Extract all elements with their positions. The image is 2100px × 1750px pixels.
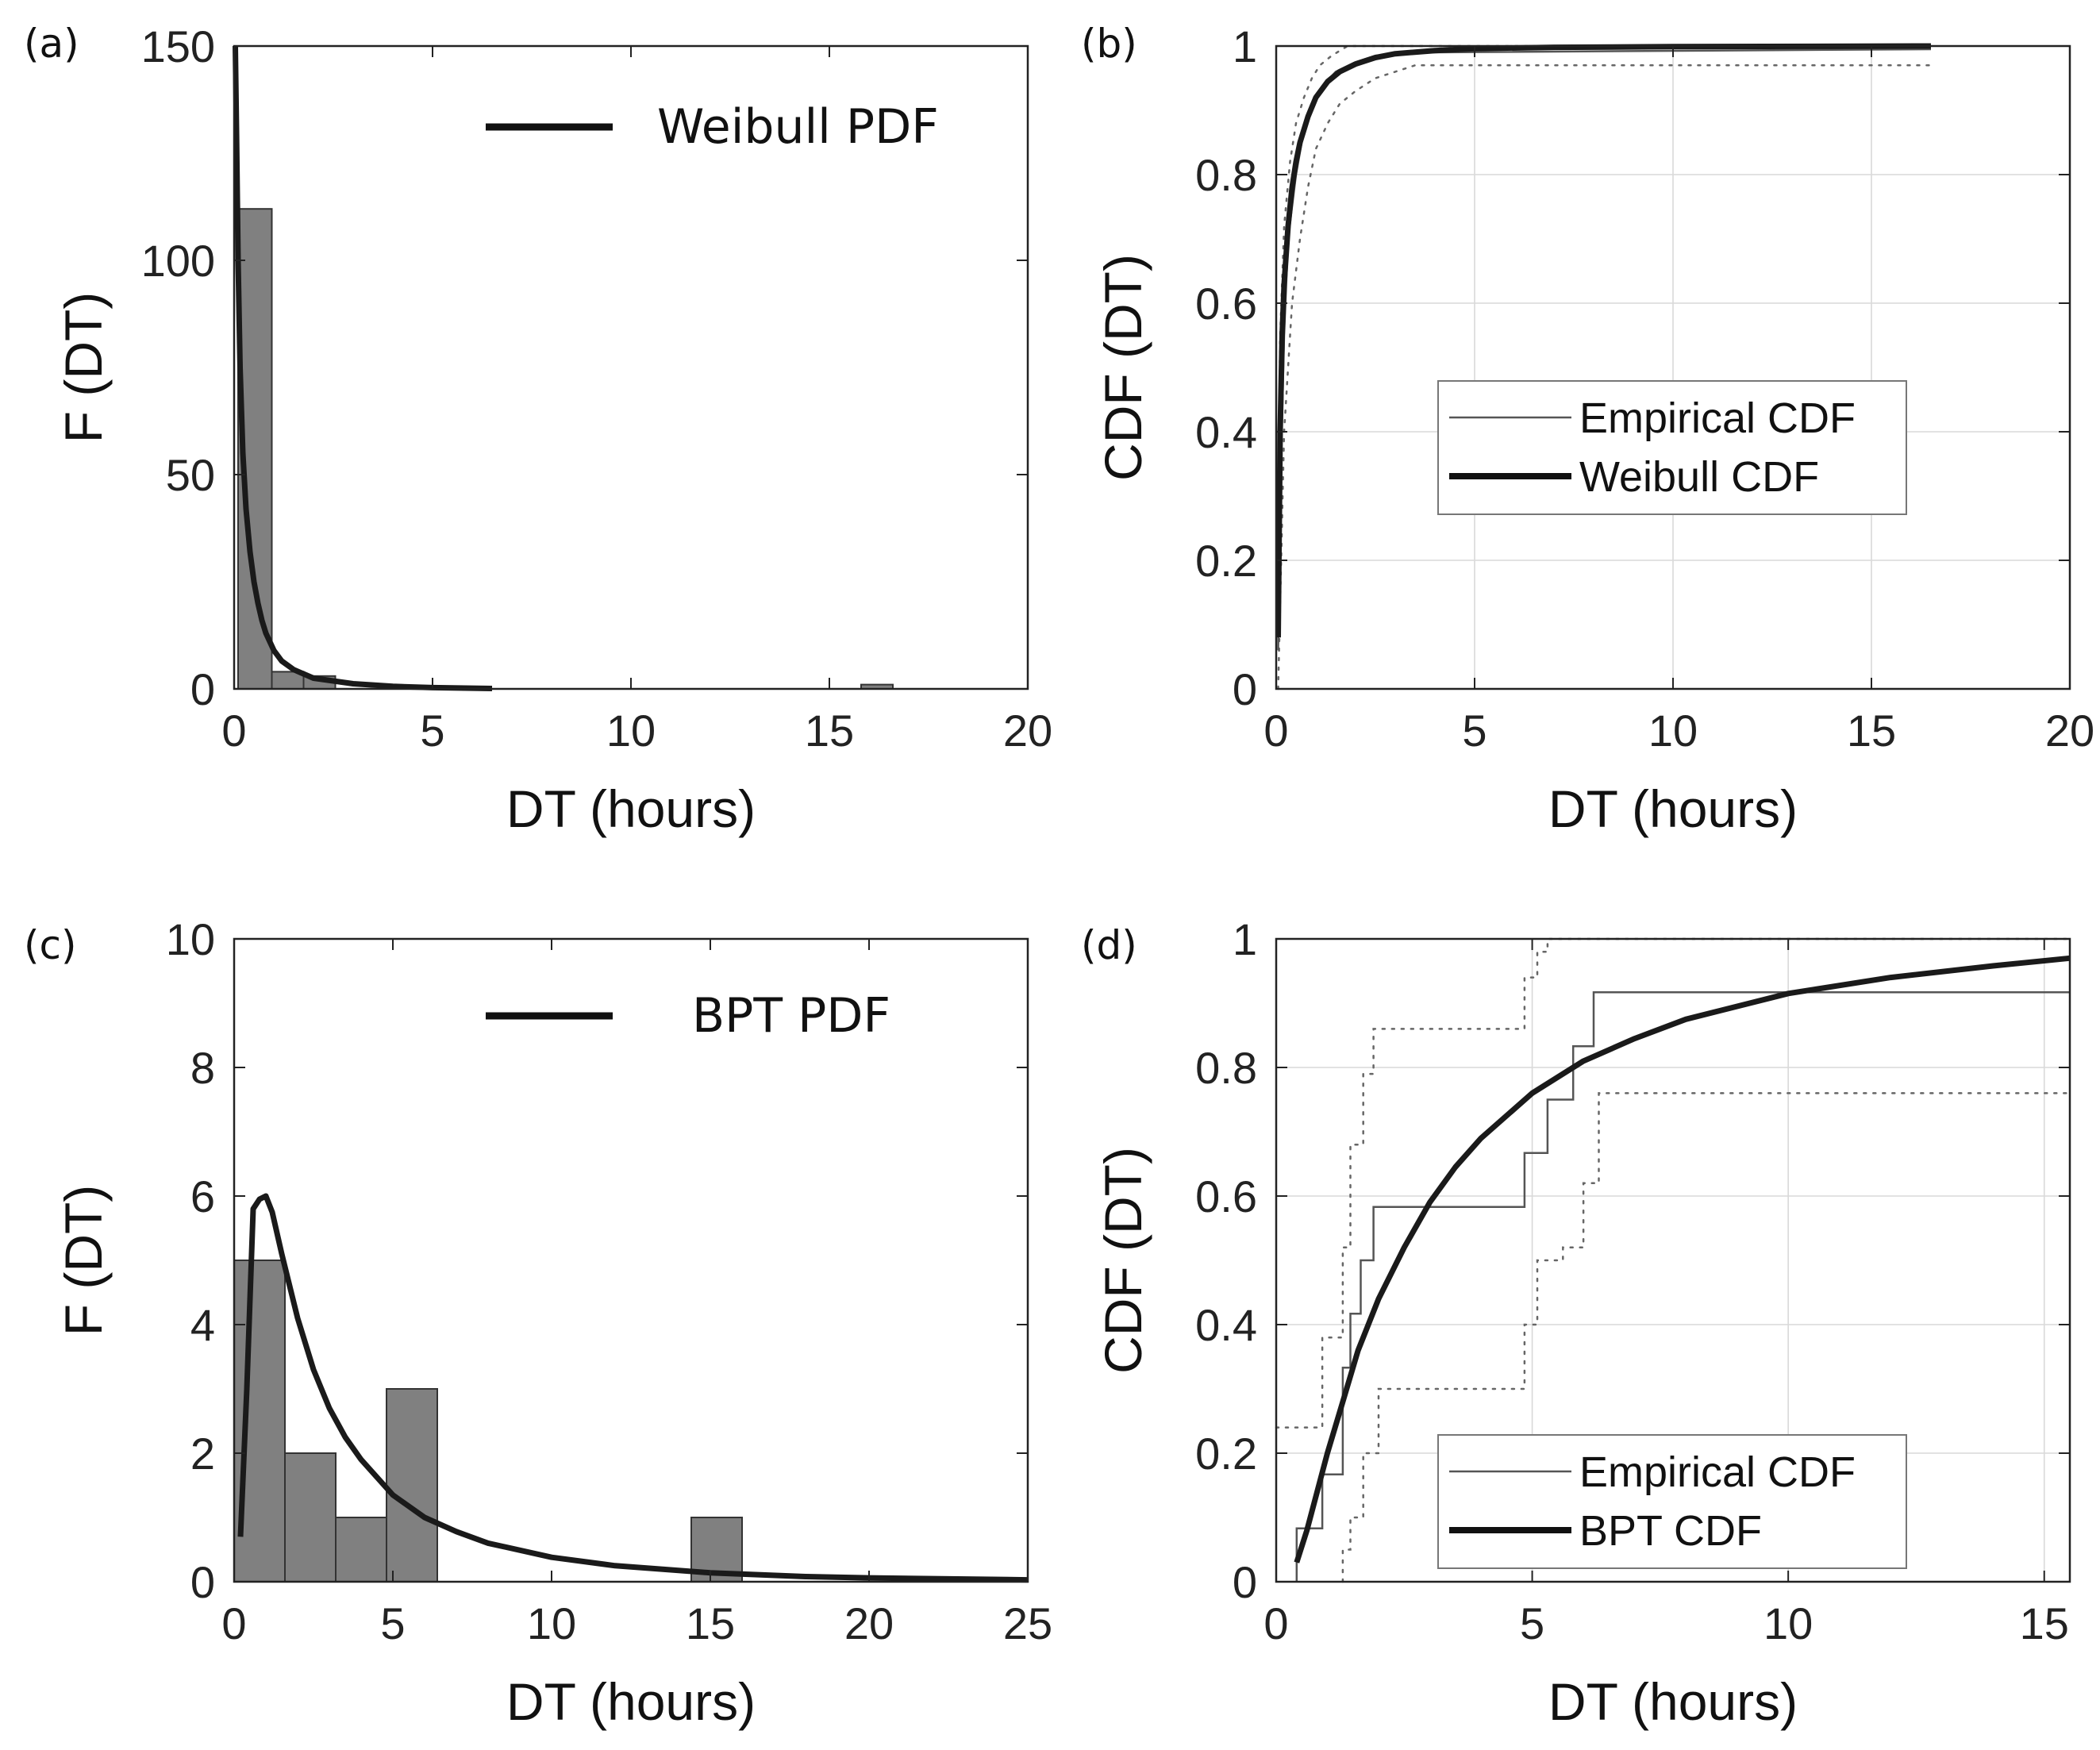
x-tick-label: 5 xyxy=(1462,706,1487,756)
x-tick-label: 5 xyxy=(380,1598,405,1648)
panel-d-x-axis-title: DT (hours) xyxy=(1548,1672,1798,1731)
panel-b-legend: Empirical CDF Weibull CDF xyxy=(1437,380,1907,515)
x-tick-label: 15 xyxy=(686,1598,735,1648)
x-tick-label: 10 xyxy=(1763,1598,1813,1648)
panel-c-plot xyxy=(233,1193,1029,1583)
x-tick-label: 15 xyxy=(805,706,854,756)
y-tick-label: 10 xyxy=(166,914,215,964)
x-tick-label: 20 xyxy=(1003,706,1052,756)
panel-d-legend: Empirical CDF BPT CDF xyxy=(1437,1434,1907,1569)
panel-a-y-ticks: 0 50 100 150 xyxy=(141,21,1028,714)
x-tick-label: 10 xyxy=(606,706,656,756)
legend-bpt-cdf-label: BPT CDF xyxy=(1579,1507,1762,1555)
panel-label-a: (a) xyxy=(24,21,79,67)
histogram-bar xyxy=(386,1388,438,1583)
y-tick-label: 0.2 xyxy=(1195,1429,1257,1479)
panel-a: (a) 0 5 10 15 20 0 50 100 150 DT (hours) F (DT)… xyxy=(24,21,1052,838)
y-tick-label: 0 xyxy=(1233,664,1257,714)
fit-curve xyxy=(237,1193,1029,1583)
y-tick-label: 6 xyxy=(190,1171,215,1221)
x-tick-label: 0 xyxy=(1263,1598,1288,1648)
y-tick-label: 0 xyxy=(190,1557,215,1607)
panel-b-x-ticks: 0 5 10 15 20 xyxy=(1263,46,2094,756)
panel-c-frame xyxy=(233,937,1029,1583)
y-tick-label: 0.2 xyxy=(1195,536,1257,586)
y-tick-label: 0 xyxy=(1233,1557,1257,1607)
panel-d-y-axis-title: CDF (DT) xyxy=(1094,1147,1152,1374)
panel-b-y-axis-title: CDF (DT) xyxy=(1094,254,1152,481)
histogram-bar xyxy=(284,1452,337,1583)
panel-c-x-axis-title: DT (hours) xyxy=(506,1672,756,1731)
panel-label-b: (b) xyxy=(1081,21,1137,67)
panel-c-y-ticks: 0 2 4 6 8 10 xyxy=(166,914,1028,1607)
y-tick-label: 150 xyxy=(141,21,215,71)
y-tick-label: 100 xyxy=(141,236,215,286)
x-tick-label: 20 xyxy=(844,1598,894,1648)
x-tick-label: 25 xyxy=(1003,1598,1052,1648)
panel-d-legend-box xyxy=(1437,1434,1907,1569)
empirical-cdf-line xyxy=(1295,990,2070,1582)
legend-empirical-cdf-label: Empirical CDF xyxy=(1579,1448,1856,1496)
y-tick-label: 0.6 xyxy=(1195,279,1257,329)
panel-b-x-axis-title: DT (hours) xyxy=(1548,779,1798,838)
legend-weibull-cdf-label: Weibull CDF xyxy=(1579,453,1819,501)
panel-c-legend: BPT PDF xyxy=(486,988,890,1044)
panel-label-c: (c) xyxy=(24,922,77,968)
panel-a-legend: Weibull PDF xyxy=(486,99,939,155)
y-tick-label: 4 xyxy=(190,1300,215,1350)
panel-c: (c) 0 5 10 15 20 25 0 2 4 6 8 10 DT (hours) F (DT)… xyxy=(24,914,1052,1731)
panel-b-grid xyxy=(1275,45,2071,690)
panel-b: (b) 0 5 10 15 20 0 0.2 0.4 0.6 0.8 1 DT (hours) C… xyxy=(1081,21,2094,838)
y-tick-label: 1 xyxy=(1233,914,1257,964)
x-tick-label: 15 xyxy=(1847,706,1896,756)
y-tick-label: 0.4 xyxy=(1195,1300,1257,1350)
panel-a-plot xyxy=(233,45,894,691)
y-tick-label: 8 xyxy=(190,1043,215,1093)
panel-a-y-axis-title: F (DT) xyxy=(54,292,113,444)
fit-cdf-line xyxy=(1294,955,2071,1563)
confidence-bound-line xyxy=(1277,44,1933,498)
panel-c-y-axis-title: F (DT) xyxy=(54,1185,113,1337)
x-tick-label: 0 xyxy=(1263,706,1288,756)
panel-d-y-ticks: 0 0.2 0.4 0.6 0.8 1 xyxy=(1195,914,2070,1607)
y-tick-label: 1 xyxy=(1233,21,1257,71)
y-tick-label: 0.8 xyxy=(1195,150,1257,200)
x-tick-label: 0 xyxy=(221,1598,246,1648)
panel-d-frame xyxy=(1275,937,2071,1583)
y-tick-label: 0.6 xyxy=(1195,1171,1257,1221)
x-tick-label: 5 xyxy=(420,706,444,756)
confidence-bound-line xyxy=(1277,64,1933,690)
panel-c-x-ticks: 0 5 10 15 20 25 xyxy=(221,939,1052,1648)
legend-weibull-pdf-label: Weibull PDF xyxy=(657,99,939,155)
fit-curve xyxy=(233,45,493,691)
y-tick-label: 0 xyxy=(190,664,215,714)
panel-a-x-ticks: 0 5 10 15 20 xyxy=(221,46,1052,756)
confidence-bound-line xyxy=(1341,1092,2071,1583)
panel-b-plot xyxy=(1275,43,1933,690)
panel-d-x-ticks: 0 5 10 15 xyxy=(1263,939,2069,1648)
panel-b-y-ticks: 0 0.2 0.4 0.6 0.8 1 xyxy=(1195,21,2070,714)
x-tick-label: 10 xyxy=(1648,706,1698,756)
panel-d-plot xyxy=(1275,937,2071,1583)
y-tick-label: 50 xyxy=(166,450,215,500)
fit-cdf-line xyxy=(1275,43,1932,638)
histogram-bar xyxy=(335,1517,387,1583)
y-tick-label: 0.8 xyxy=(1195,1043,1257,1093)
x-tick-label: 10 xyxy=(527,1598,576,1648)
panel-b-legend-box xyxy=(1437,380,1907,515)
legend-bpt-pdf-label: BPT PDF xyxy=(692,988,890,1044)
x-tick-label: 0 xyxy=(221,706,246,756)
panel-label-d: (d) xyxy=(1081,922,1137,968)
legend-empirical-cdf-label: Empirical CDF xyxy=(1579,394,1856,442)
panel-d: (d) 0 5 10 15 0 0.2 0.4 0.6 0.8 1 DT (hours) CDF… xyxy=(1081,914,2071,1731)
x-tick-label: 5 xyxy=(1520,1598,1544,1648)
y-tick-label: 2 xyxy=(190,1429,215,1479)
y-tick-label: 0.4 xyxy=(1195,407,1257,457)
panel-a-x-axis-title: DT (hours) xyxy=(506,779,756,838)
x-tick-label: 20 xyxy=(2045,706,2094,756)
confidence-bound-line xyxy=(1275,937,2071,1429)
x-tick-label: 15 xyxy=(2020,1598,2069,1648)
